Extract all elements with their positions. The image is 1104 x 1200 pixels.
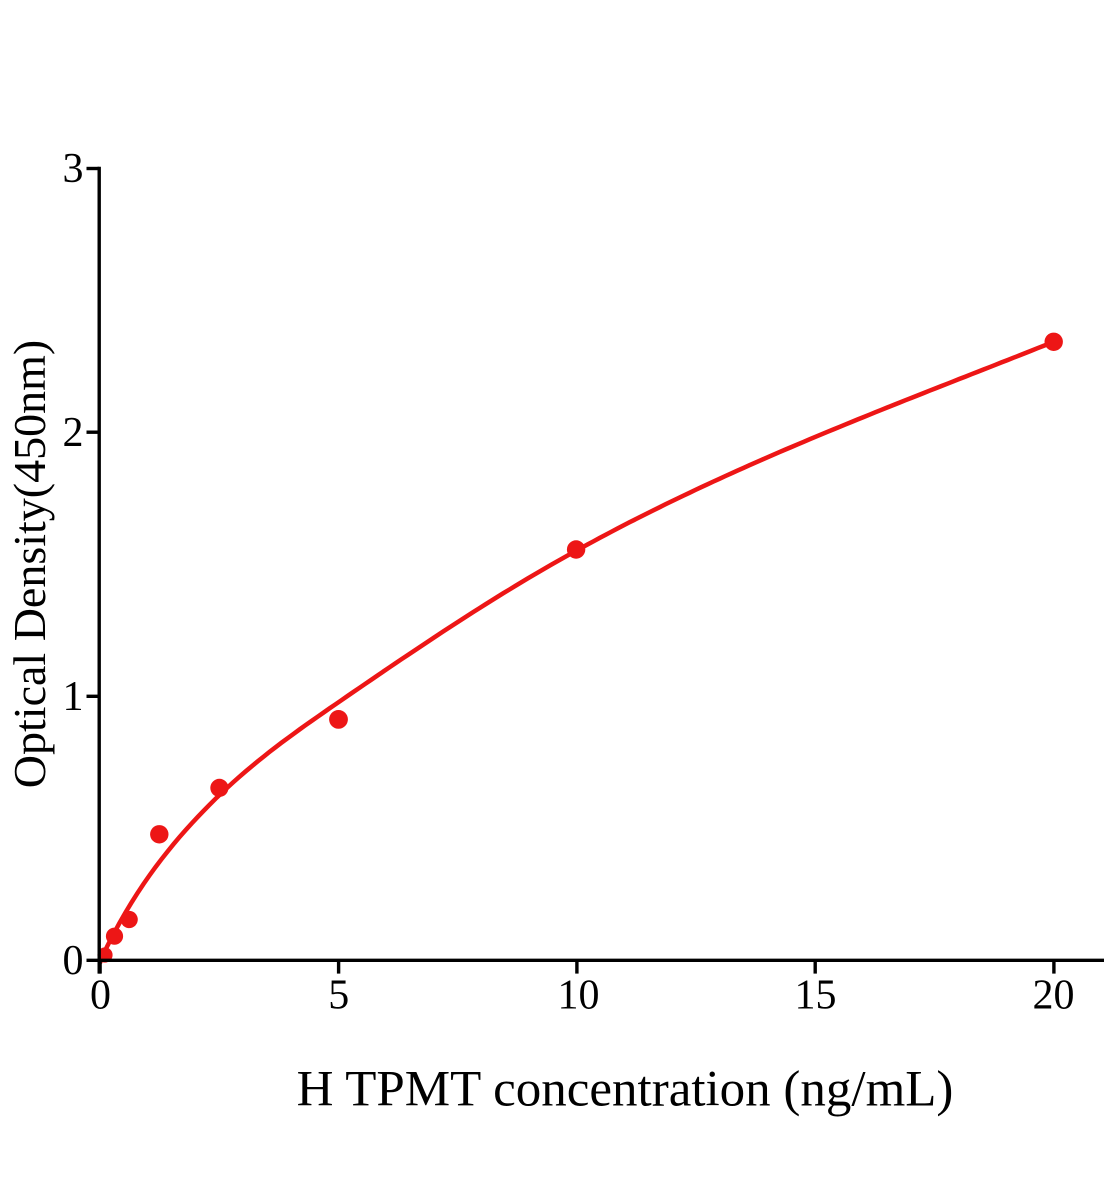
svg-text:20: 20: [1033, 973, 1075, 1019]
svg-text:5: 5: [328, 973, 349, 1019]
svg-text:15: 15: [795, 973, 837, 1019]
svg-text:H TPMT concentration (ng/mL): H TPMT concentration (ng/mL): [297, 1061, 954, 1117]
svg-text:10: 10: [558, 973, 600, 1019]
svg-text:3: 3: [63, 146, 84, 192]
svg-text:Optical Density(450nm): Optical Density(450nm): [4, 340, 55, 788]
svg-text:0: 0: [63, 938, 84, 984]
svg-text:0: 0: [90, 973, 111, 1019]
svg-text:1: 1: [63, 674, 84, 720]
svg-text:2: 2: [63, 410, 84, 456]
